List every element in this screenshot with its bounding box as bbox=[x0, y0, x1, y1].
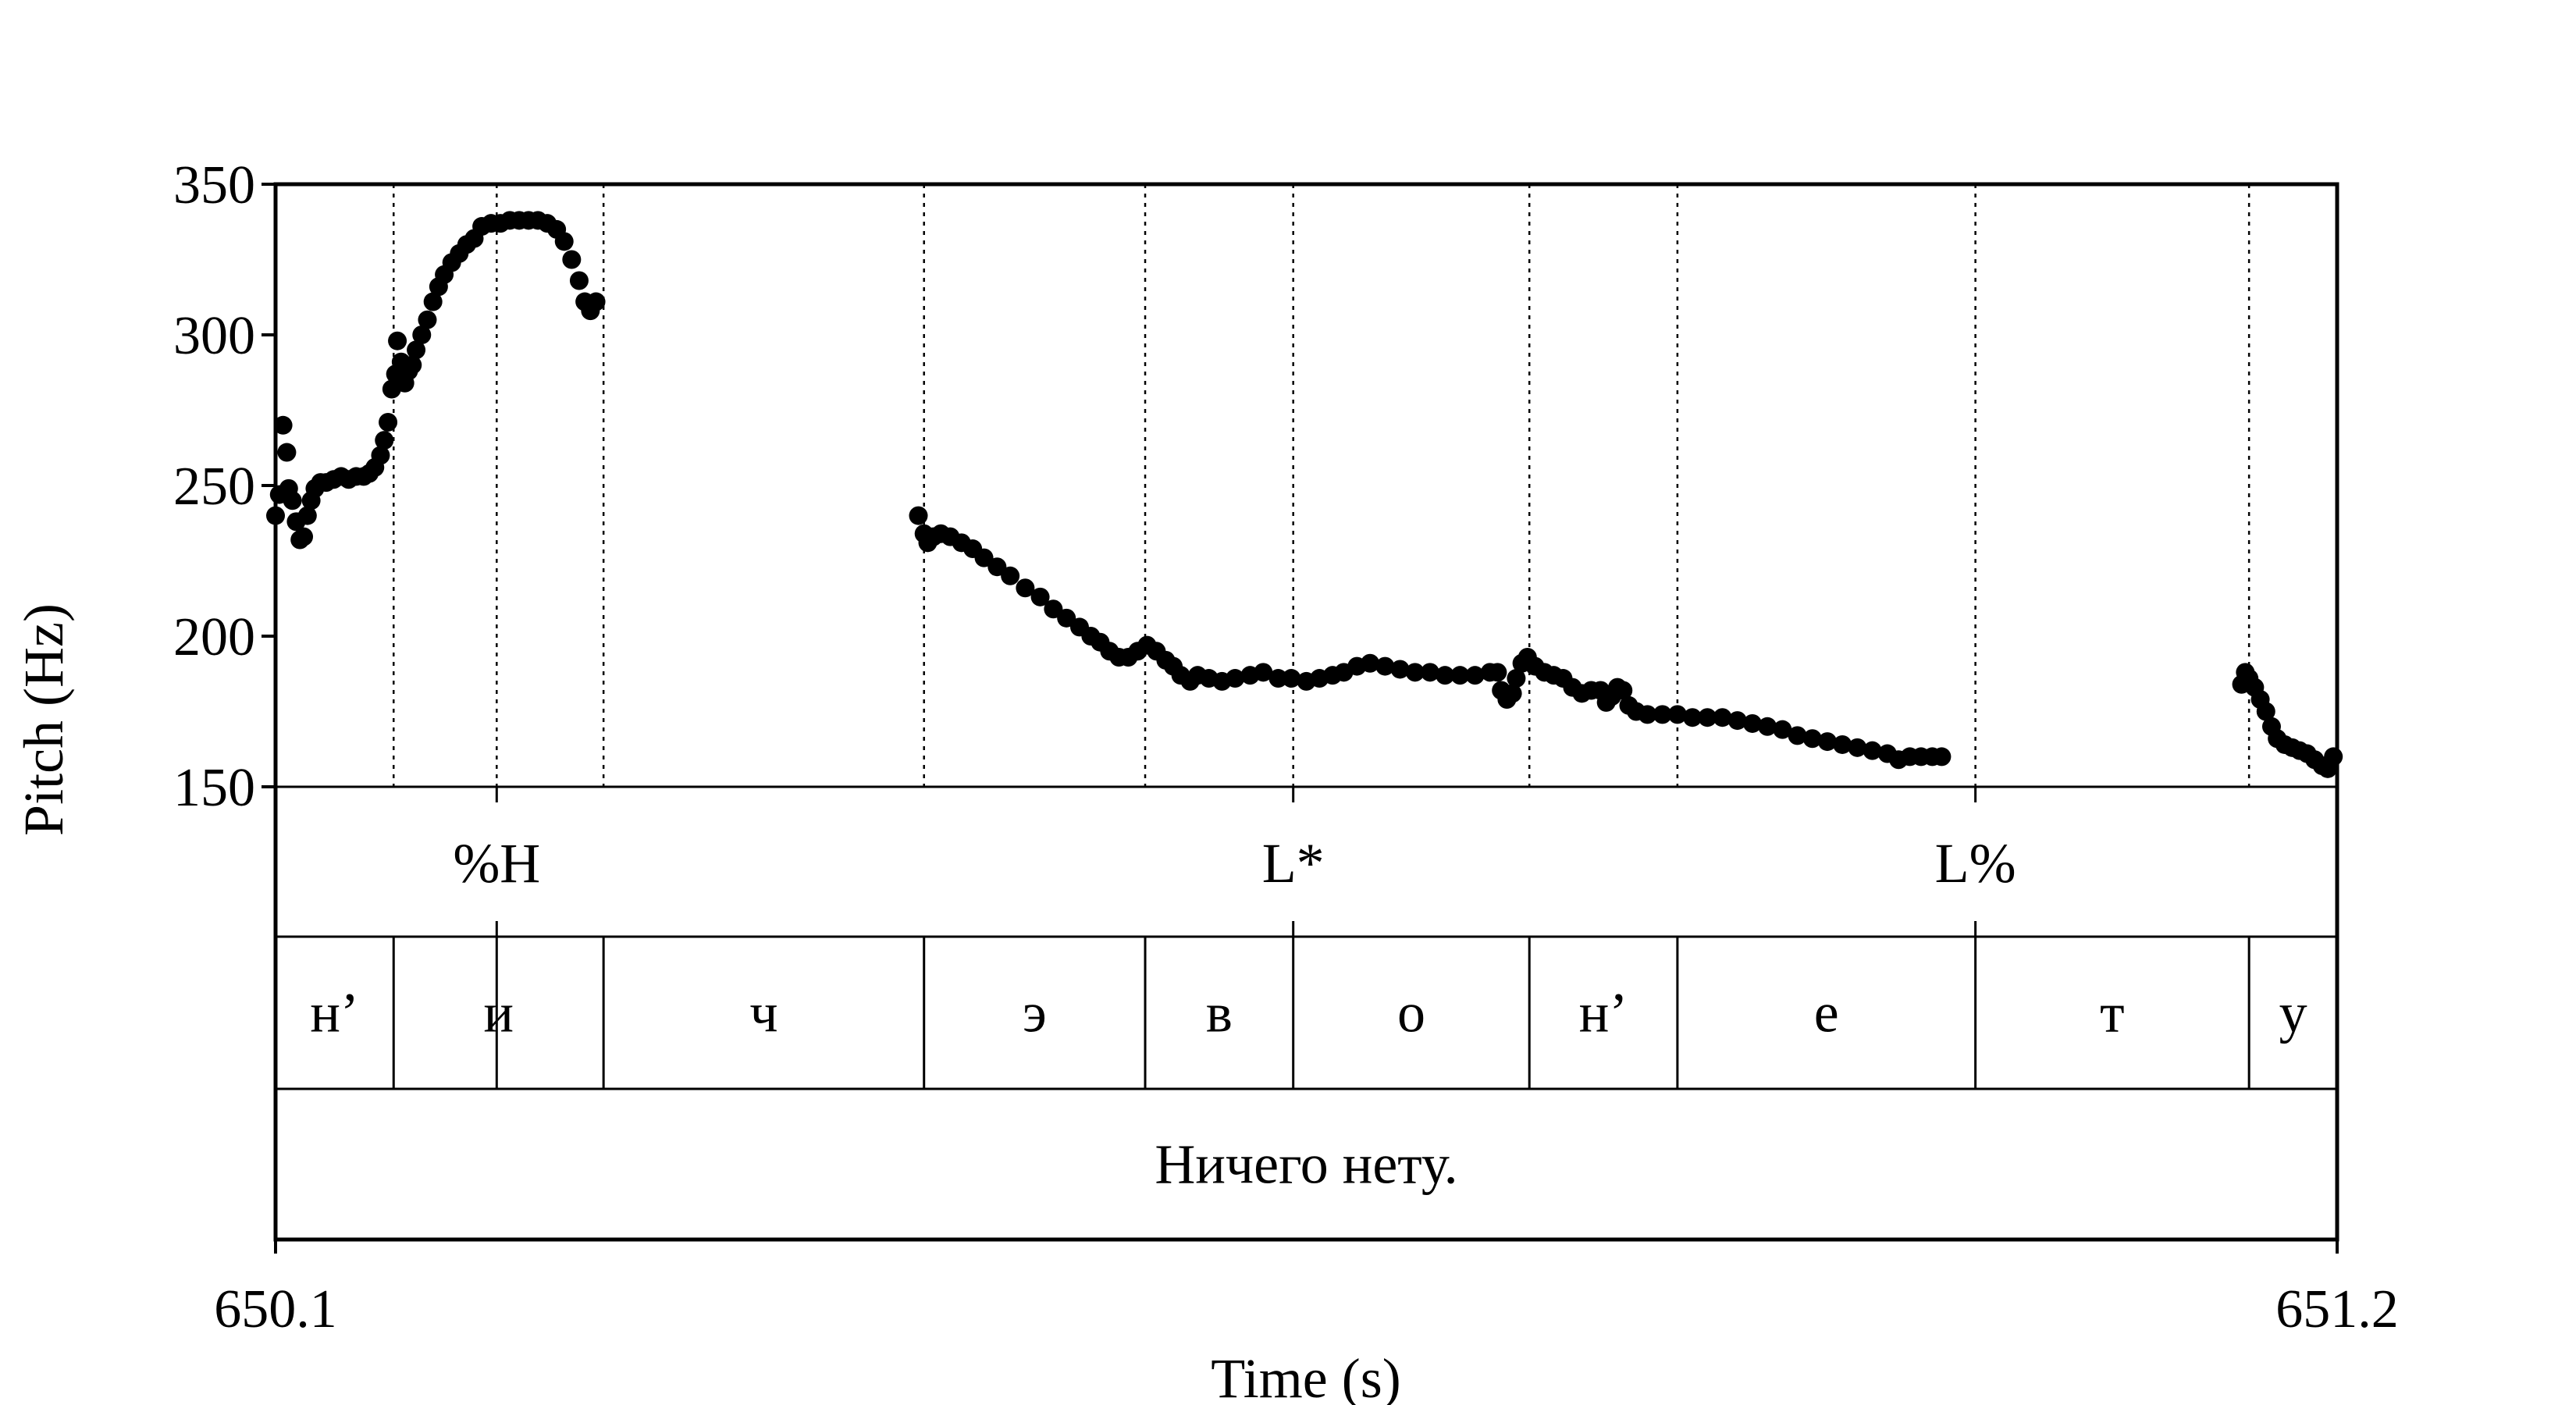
pitch-point bbox=[554, 232, 574, 251]
pitch-point bbox=[2256, 702, 2275, 721]
pitch-point bbox=[403, 355, 422, 375]
pitch-point bbox=[273, 415, 293, 435]
pitch-point bbox=[283, 491, 302, 510]
pitch-point bbox=[562, 250, 582, 269]
pitch-point bbox=[1758, 717, 1777, 736]
pitch-point bbox=[379, 412, 398, 432]
pitch-point bbox=[569, 271, 589, 290]
pitch-point bbox=[586, 292, 606, 311]
tone-label: L* bbox=[1262, 832, 1325, 895]
pitch-point bbox=[1788, 726, 1807, 745]
pitch-point bbox=[277, 443, 297, 462]
figure-frame bbox=[273, 182, 2339, 1242]
y-tick-label: 150 bbox=[173, 758, 255, 818]
pitch-point bbox=[1932, 747, 1952, 767]
x-tick-label: 651.2 bbox=[2275, 1279, 2399, 1339]
pitch-point bbox=[375, 431, 394, 450]
pitch-point bbox=[1667, 705, 1687, 724]
pitch-point bbox=[1638, 705, 1657, 724]
pitch-point bbox=[909, 506, 928, 525]
y-tick-label: 200 bbox=[173, 607, 255, 667]
pitch-point bbox=[1773, 720, 1792, 739]
pitch-point bbox=[1375, 656, 1395, 676]
pitch-point bbox=[1044, 599, 1063, 619]
pitch-point bbox=[1653, 705, 1672, 724]
pitch-point bbox=[418, 310, 437, 329]
tone-tier: %H L* L% bbox=[453, 787, 2016, 937]
pitch-point bbox=[297, 506, 317, 525]
pitch-point bbox=[1488, 663, 1507, 682]
segment-label: ч bbox=[749, 982, 777, 1044]
x-tick-label: 650.1 bbox=[214, 1279, 337, 1339]
pitch-point bbox=[388, 331, 407, 350]
pitch-point bbox=[2324, 747, 2343, 767]
pitch-point bbox=[1833, 735, 1852, 754]
pitch-point bbox=[1254, 663, 1273, 682]
sentence-label: Ничего нету. bbox=[1155, 1133, 1457, 1196]
pitch-points bbox=[266, 211, 2343, 778]
pitch-point bbox=[1450, 666, 1470, 685]
segment-dividers bbox=[392, 937, 2250, 1089]
segment-label: е bbox=[1814, 982, 1839, 1044]
pitch-point bbox=[1001, 566, 1020, 585]
segment-label: н’ bbox=[310, 982, 359, 1044]
pitch-point bbox=[987, 557, 1007, 577]
segment-tier: н’ и ч э в о н’ е т у bbox=[310, 982, 2307, 1044]
pitch-point bbox=[1436, 666, 1455, 685]
pitch-point bbox=[407, 340, 426, 360]
x-axis-title: Time (s) bbox=[1211, 1347, 1400, 1405]
pitch-point bbox=[1742, 713, 1762, 733]
pitch-point bbox=[1030, 587, 1050, 606]
pitch-point bbox=[1268, 669, 1288, 688]
pitch-point bbox=[1226, 669, 1245, 688]
pitch-point bbox=[266, 506, 285, 525]
pitch-point bbox=[423, 292, 443, 311]
pitch-point bbox=[1057, 608, 1076, 628]
pitch-point bbox=[1863, 741, 1882, 760]
plot-frame bbox=[273, 182, 2339, 1242]
pitch-point bbox=[1282, 669, 1301, 688]
pitch-point bbox=[1614, 681, 1633, 700]
tone-label: %H bbox=[453, 832, 540, 895]
pitch-point bbox=[1507, 669, 1526, 688]
pitch-point bbox=[1503, 684, 1522, 703]
segment-label: т bbox=[2100, 982, 2124, 1044]
pitch-point bbox=[1727, 711, 1747, 731]
segment-label: э bbox=[1023, 982, 1047, 1044]
pitch-point bbox=[294, 527, 314, 546]
y-axis-title: Pitch (Hz) bbox=[12, 603, 75, 836]
pitch-point bbox=[1016, 578, 1035, 598]
tone-label: L% bbox=[1935, 832, 2016, 895]
y-ticks: 150 200 250 300 350 bbox=[173, 155, 276, 818]
pitch-point bbox=[1698, 708, 1717, 727]
sentence-tier: Ничего нету. bbox=[1155, 1133, 1457, 1196]
y-tick-label: 250 bbox=[173, 457, 255, 517]
pitch-point bbox=[1683, 708, 1703, 727]
x-ticks: 650.1 651.2 bbox=[214, 1240, 2399, 1339]
pitch-point bbox=[371, 446, 390, 465]
segment-label: о bbox=[1397, 982, 1425, 1044]
y-tick-label: 300 bbox=[173, 306, 255, 366]
pitch-point bbox=[1817, 732, 1837, 752]
pitch-point bbox=[1420, 663, 1439, 682]
pitch-point bbox=[1361, 653, 1380, 673]
pitch-point bbox=[974, 548, 994, 567]
pitch-point bbox=[1802, 729, 1822, 749]
pitch-point bbox=[1848, 738, 1867, 757]
segment-label: н’ bbox=[1579, 982, 1628, 1044]
pitch-point bbox=[1713, 708, 1732, 727]
x-axis: 650.1 651.2 Time (s) bbox=[214, 1240, 2399, 1405]
pitch-point bbox=[1405, 663, 1425, 682]
segment-label: у bbox=[2279, 982, 2307, 1044]
pitch-point bbox=[412, 325, 432, 344]
segment-label: в bbox=[1206, 982, 1233, 1044]
pitch-point bbox=[1390, 660, 1410, 679]
pitch-point bbox=[1465, 666, 1485, 685]
boundary-grid bbox=[393, 184, 2250, 787]
segment-label: и bbox=[483, 982, 514, 1044]
y-tick-label: 350 bbox=[173, 155, 255, 215]
y-axis: 150 200 250 300 350 Pitch (Hz) bbox=[12, 155, 276, 836]
